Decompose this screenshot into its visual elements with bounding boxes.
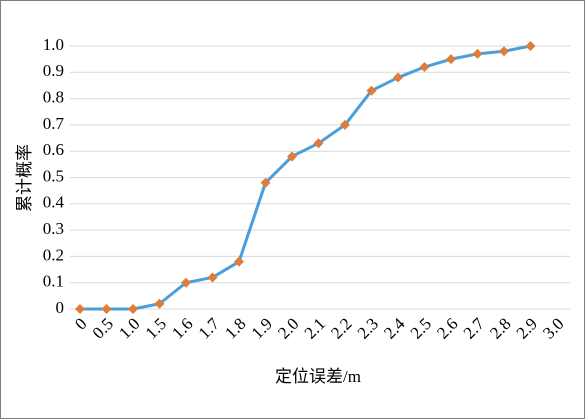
y-tick-label: 0.2 xyxy=(43,245,64,264)
data-point xyxy=(499,46,509,57)
data-point xyxy=(525,41,536,51)
data-point xyxy=(75,304,85,314)
data-point xyxy=(207,272,218,283)
y-tick-label: 0.5 xyxy=(43,166,64,185)
data-point xyxy=(287,151,297,162)
series-line xyxy=(80,44,531,311)
y-tick-label: 0.3 xyxy=(43,219,64,238)
data-point xyxy=(154,298,165,309)
data-point xyxy=(472,48,483,59)
data-point xyxy=(234,256,244,267)
data-point xyxy=(128,304,138,314)
data-point xyxy=(313,138,324,149)
data-point xyxy=(419,62,430,73)
data-point xyxy=(446,54,456,65)
data-point xyxy=(181,277,191,288)
x-axis-label: 定位误差/m xyxy=(275,367,361,386)
y-tick-label: 0 xyxy=(56,298,65,317)
y-tick-label: 0.1 xyxy=(43,272,64,291)
data-point xyxy=(393,72,403,83)
y-tick-label: 0.8 xyxy=(43,88,64,107)
data-point xyxy=(366,85,377,96)
y-tick-label: 1.0 xyxy=(43,35,64,54)
data-point xyxy=(340,119,350,130)
y-tick-label: 0.6 xyxy=(43,140,64,159)
y-tick-label: 0.9 xyxy=(43,61,64,80)
y-tick-label: 0.7 xyxy=(43,114,65,133)
data-point xyxy=(101,304,112,314)
data-point xyxy=(260,177,271,188)
y-axis-label: 累计概率 xyxy=(15,144,34,212)
y-tick-label: 0.4 xyxy=(43,193,65,212)
